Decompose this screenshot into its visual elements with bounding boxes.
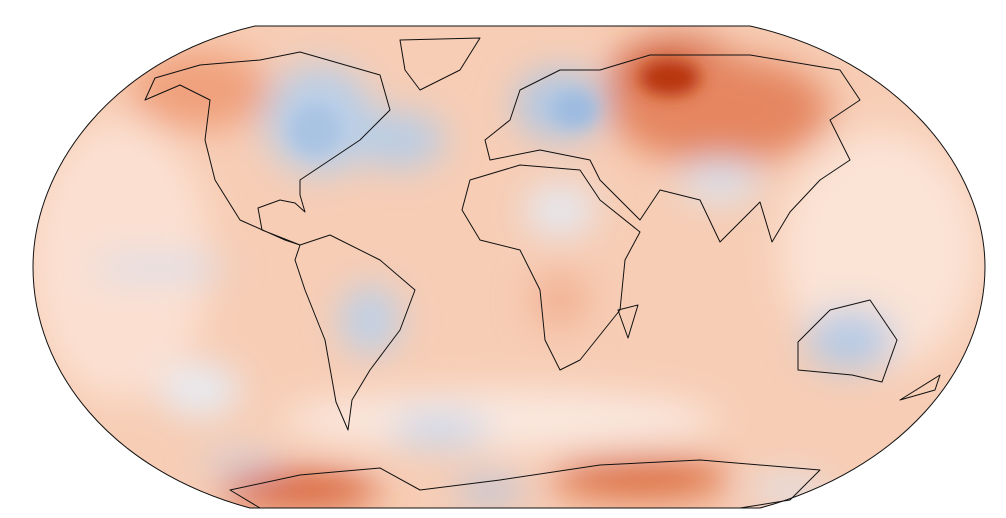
map-frame [32,25,986,509]
